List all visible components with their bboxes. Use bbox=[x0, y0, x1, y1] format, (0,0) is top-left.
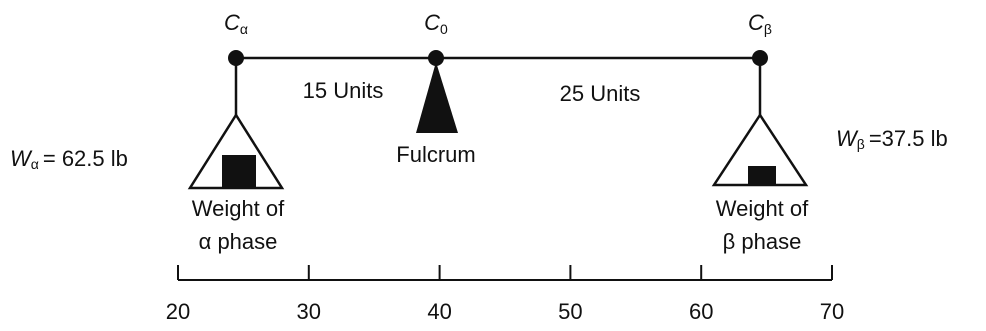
subscript: α bbox=[240, 21, 248, 37]
weight-block bbox=[748, 166, 776, 185]
symbol: W bbox=[836, 126, 859, 151]
fulcrum-label: Fulcrum bbox=[396, 142, 475, 167]
weight-label: Wβ=37.5 lb bbox=[836, 126, 948, 152]
tick-label: 70 bbox=[820, 299, 844, 324]
point-label: Cβ bbox=[748, 10, 772, 37]
distance-label: 25 Units bbox=[560, 81, 641, 106]
fulcrum-shape bbox=[416, 62, 458, 133]
pan-label: Weight of bbox=[192, 196, 285, 221]
pan-label: α phase bbox=[199, 229, 278, 254]
symbol: C bbox=[224, 10, 240, 35]
subscript: β bbox=[764, 21, 772, 37]
tick-label: 60 bbox=[689, 299, 713, 324]
distance-label: 15 Units bbox=[303, 78, 384, 103]
point bbox=[428, 50, 444, 66]
point-label: Cα bbox=[224, 10, 248, 37]
subscript: α bbox=[31, 156, 39, 172]
pan-label: Weight of bbox=[716, 196, 809, 221]
weight-label: Wα= 62.5 lb bbox=[10, 146, 128, 172]
point-label: C0 bbox=[424, 10, 448, 37]
lever-diagram: Cα C0 Cβ 15 Units 25 Units Fulcrum Wα= 6… bbox=[0, 0, 986, 331]
subscript: β bbox=[857, 136, 865, 152]
tick-label: 40 bbox=[427, 299, 451, 324]
lever bbox=[190, 58, 806, 188]
tick-label: 20 bbox=[166, 299, 190, 324]
tick-label: 30 bbox=[297, 299, 321, 324]
tick-label: 50 bbox=[558, 299, 582, 324]
weight-value: =37.5 lb bbox=[869, 126, 948, 151]
point bbox=[752, 50, 768, 66]
symbol: C bbox=[748, 10, 764, 35]
pan-label: β phase bbox=[723, 229, 802, 254]
symbol: W bbox=[10, 146, 33, 171]
weight-value: = 62.5 lb bbox=[43, 146, 128, 171]
weight-block bbox=[222, 155, 256, 188]
symbol: C bbox=[424, 10, 440, 35]
subscript: 0 bbox=[440, 21, 448, 37]
point bbox=[228, 50, 244, 66]
